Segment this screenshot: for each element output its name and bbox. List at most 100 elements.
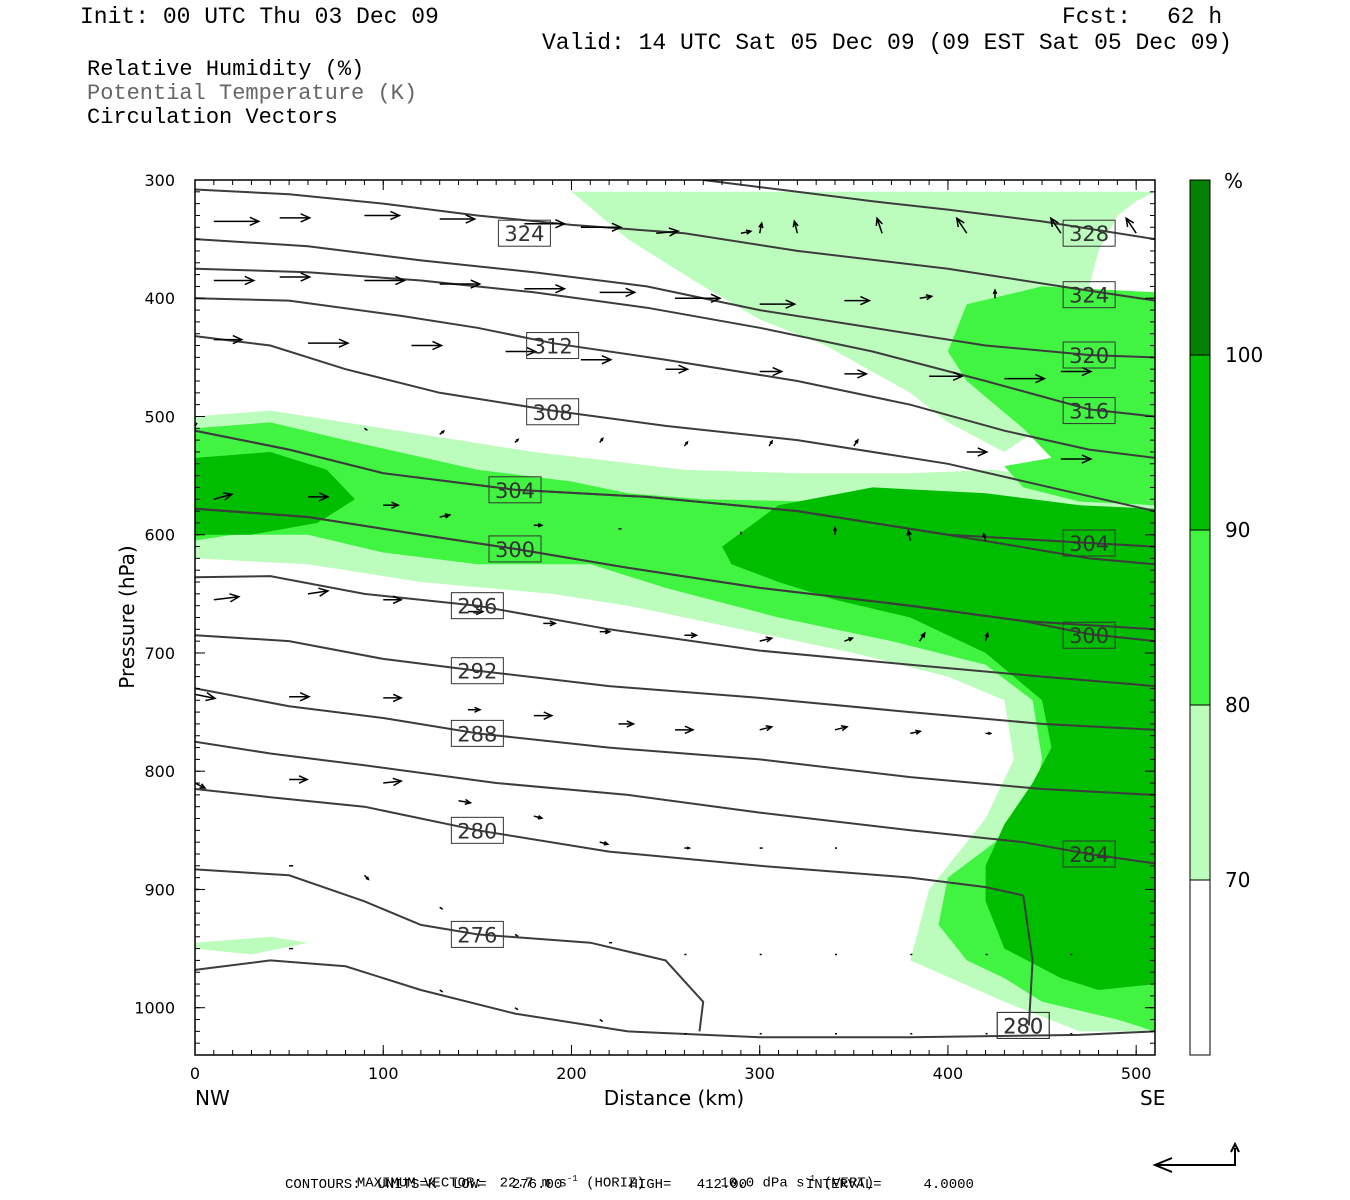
y-tick-label: 700 — [144, 644, 175, 663]
vector-head — [365, 876, 370, 881]
vector-head — [444, 513, 452, 519]
vector-shaft — [759, 637, 772, 642]
isentrope-label-288-13: 288 — [450, 719, 504, 747]
circulation-vector-43 — [853, 438, 859, 447]
vector-head — [977, 447, 989, 457]
isentrope-label-box — [488, 535, 542, 563]
rh-rh90-region-0 — [195, 452, 355, 535]
vector-head — [318, 587, 330, 597]
circulation-vector-84 — [599, 841, 610, 846]
circulation-vector-46 — [213, 492, 234, 501]
circulation-vector-20 — [675, 293, 722, 303]
vector-head — [299, 691, 311, 702]
x-axis-title: Distance (km) — [604, 1086, 744, 1110]
circulation-vector-68 — [195, 692, 217, 702]
vector-head — [249, 216, 261, 227]
isentrope-304-line-8 — [195, 429, 1155, 548]
circulation-vector-59 — [383, 595, 404, 605]
isentrope-label-284-14: 284 — [1062, 840, 1116, 868]
vector-head — [232, 334, 244, 345]
circulation-vector-30 — [665, 364, 690, 374]
isentrope-280-line-17 — [195, 959, 1155, 1039]
vector-shaft — [599, 1018, 604, 1023]
vector-head — [298, 775, 309, 784]
vector-head — [244, 275, 256, 286]
vector-shaft — [439, 989, 444, 993]
vector-shaft — [363, 427, 368, 431]
vector-shaft — [383, 780, 402, 784]
circulation-vector-47 — [307, 492, 330, 502]
isentrope-label-box — [450, 816, 504, 844]
colorbar-level-label: 90 — [1225, 518, 1250, 542]
vector-head — [769, 439, 774, 444]
circulation-vector-23 — [919, 293, 934, 301]
forecast-hour-value: 62 h — [1167, 4, 1223, 30]
circulation-vector-78 — [985, 731, 993, 736]
vector-head — [785, 299, 797, 309]
vector-shaft — [514, 1007, 519, 1011]
vector-head — [1049, 216, 1059, 228]
circulation-vector-92 — [514, 933, 519, 938]
colorbar-segment-3 — [1189, 704, 1211, 881]
isentrope-label-text: 288 — [457, 722, 497, 746]
vector-head — [390, 210, 402, 221]
vector-head — [537, 815, 544, 820]
isentrope-280-line-18 — [1022, 895, 1034, 1026]
max-vector-horiz-label: (HORIZ) — [586, 1175, 645, 1192]
vector-shaft — [956, 217, 968, 234]
vector-shaft — [1125, 217, 1137, 234]
vector-head — [526, 346, 538, 357]
vector-head — [854, 438, 859, 444]
circulation-vector-14 — [213, 275, 256, 286]
vector-head — [205, 692, 217, 702]
isentrope-label-box — [1062, 621, 1116, 649]
circulation-vector-56 — [1077, 537, 1081, 541]
isentrope-label-308-6: 308 — [526, 398, 580, 426]
circulation-vector-53 — [832, 525, 838, 535]
vector-head — [555, 219, 567, 229]
circulation-vector-25 — [213, 334, 244, 345]
legend-relative-humidity: Relative Humidity (%) — [87, 57, 365, 82]
vector-head — [690, 632, 699, 639]
isentrope-label-text: 276 — [457, 923, 497, 947]
isentrope-label-324-1: 324 — [497, 219, 551, 247]
vector-head — [441, 430, 446, 434]
vector-head — [765, 636, 774, 643]
isentrope-label-box — [1062, 840, 1116, 868]
isentrope-label-text: 280 — [1003, 1014, 1043, 1038]
vector-head — [338, 338, 350, 348]
isentrope-label-text: 296 — [457, 595, 497, 619]
circulation-vector-3 — [439, 214, 477, 224]
vector-head — [300, 272, 312, 282]
vector-head — [710, 293, 722, 303]
contours-caption: CONTOURS: UNITS=K LOW= 276.00 HIGH= 412.… — [285, 1177, 974, 1193]
vector-head — [470, 279, 482, 289]
circulation-vector-72 — [533, 711, 554, 720]
x-tick-label: 100 — [368, 1064, 399, 1083]
isentrope-label-328-0: 328 — [1062, 219, 1116, 247]
y-tick-label: 800 — [144, 762, 175, 781]
vector-head — [686, 846, 692, 850]
vector-head — [626, 720, 636, 728]
vector-head — [392, 693, 404, 703]
vector-head — [625, 287, 637, 298]
vector-head — [792, 219, 799, 228]
isentrope-label-text: 328 — [1069, 222, 1109, 246]
circulation-vector-44 — [966, 447, 989, 457]
vector-shaft — [213, 596, 239, 601]
vector-shaft — [195, 693, 216, 700]
circulation-vector-82 — [458, 798, 473, 806]
circulation-vector-67 — [984, 631, 990, 642]
circulation-vector-54 — [906, 528, 912, 541]
circulation-vector-61 — [543, 620, 558, 627]
vector-head — [920, 631, 926, 638]
vector-head — [1035, 373, 1047, 384]
circulation-vector-75 — [759, 725, 774, 732]
vector-head — [555, 284, 567, 294]
circulation-vector-48 — [383, 501, 401, 509]
colorbar-segment-0 — [1189, 179, 1211, 356]
circulation-vector-1 — [279, 213, 312, 223]
circulation-vector-16 — [364, 275, 407, 286]
circulation-vector-32 — [844, 369, 869, 379]
circulation-vector-49 — [439, 513, 452, 519]
